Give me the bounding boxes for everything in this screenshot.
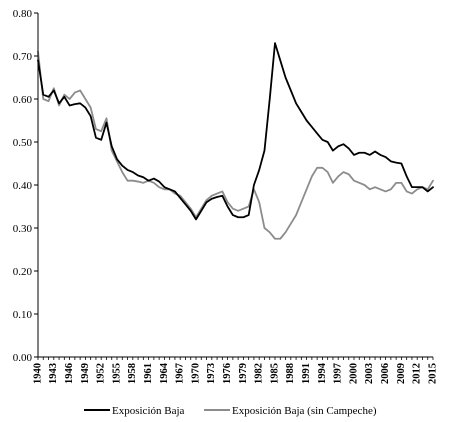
y-tick-label: 0.00: [13, 352, 33, 364]
x-tick-label: 1985: [269, 363, 280, 384]
x-tick-label: 1970: [190, 363, 201, 384]
x-tick-label: 2009: [396, 363, 407, 384]
x-axis-tick-labels: 1940 1943 1946 1949 1952 1955 1958 1961 1964 1967…: [32, 357, 438, 384]
x-tick-label: 1976: [222, 363, 233, 384]
y-tick-label: 0.30: [13, 223, 33, 235]
x-tick-label: 1967: [175, 363, 186, 384]
x-tick-label: 1979: [238, 363, 249, 384]
x-tick-label: 1994: [317, 362, 328, 384]
x-tick-label: 1952: [96, 363, 107, 384]
y-tick-label: 0.10: [13, 309, 33, 321]
y-tick-label: 0.70: [13, 51, 33, 63]
x-tick-label: 1961: [143, 363, 154, 384]
x-tick-label: 1973: [206, 363, 217, 384]
x-tick-label: 1988: [285, 363, 296, 384]
x-tick-label: 1943: [48, 363, 59, 384]
x-tick-label: 1946: [64, 363, 75, 384]
x-tick-label: 2000: [348, 363, 359, 384]
y-axis-tick-labels: 0.00 0.10 0.20 0.30 0.40 0.50 0.60 0.70 0.80: [13, 8, 38, 364]
legend: Exposición Baja Exposición Baja (sin Camp…: [84, 405, 377, 417]
series-line-2: [37, 50, 434, 240]
x-tick-label: 1982: [254, 363, 265, 384]
x-tick-label: 2006: [380, 363, 391, 384]
y-tick-label: 0.50: [13, 137, 33, 149]
legend-label-1: Exposición Baja: [112, 405, 185, 417]
x-tick-label: 1949: [80, 363, 91, 384]
x-tick-label: 2015: [427, 363, 438, 384]
x-tick-label: 1991: [301, 363, 312, 384]
x-tick-label: 1958: [127, 363, 138, 384]
y-tick-label: 0.60: [13, 94, 33, 106]
x-tick-label: 1955: [111, 363, 122, 384]
series-layer: [37, 42, 434, 240]
x-tick-label: 1964: [159, 362, 170, 384]
y-tick-label: 0.40: [13, 180, 33, 192]
x-tick-label: 1940: [32, 363, 43, 384]
x-tick-label: 1997: [333, 363, 344, 384]
x-tick-label: 2012: [412, 363, 423, 384]
series-line-1: [37, 42, 434, 221]
y-tick-label: 0.20: [13, 266, 33, 278]
x-tick-label: 2003: [364, 363, 375, 384]
y-tick-label: 0.80: [13, 8, 33, 20]
legend-label-2: Exposición Baja (sin Campeche): [232, 405, 377, 417]
